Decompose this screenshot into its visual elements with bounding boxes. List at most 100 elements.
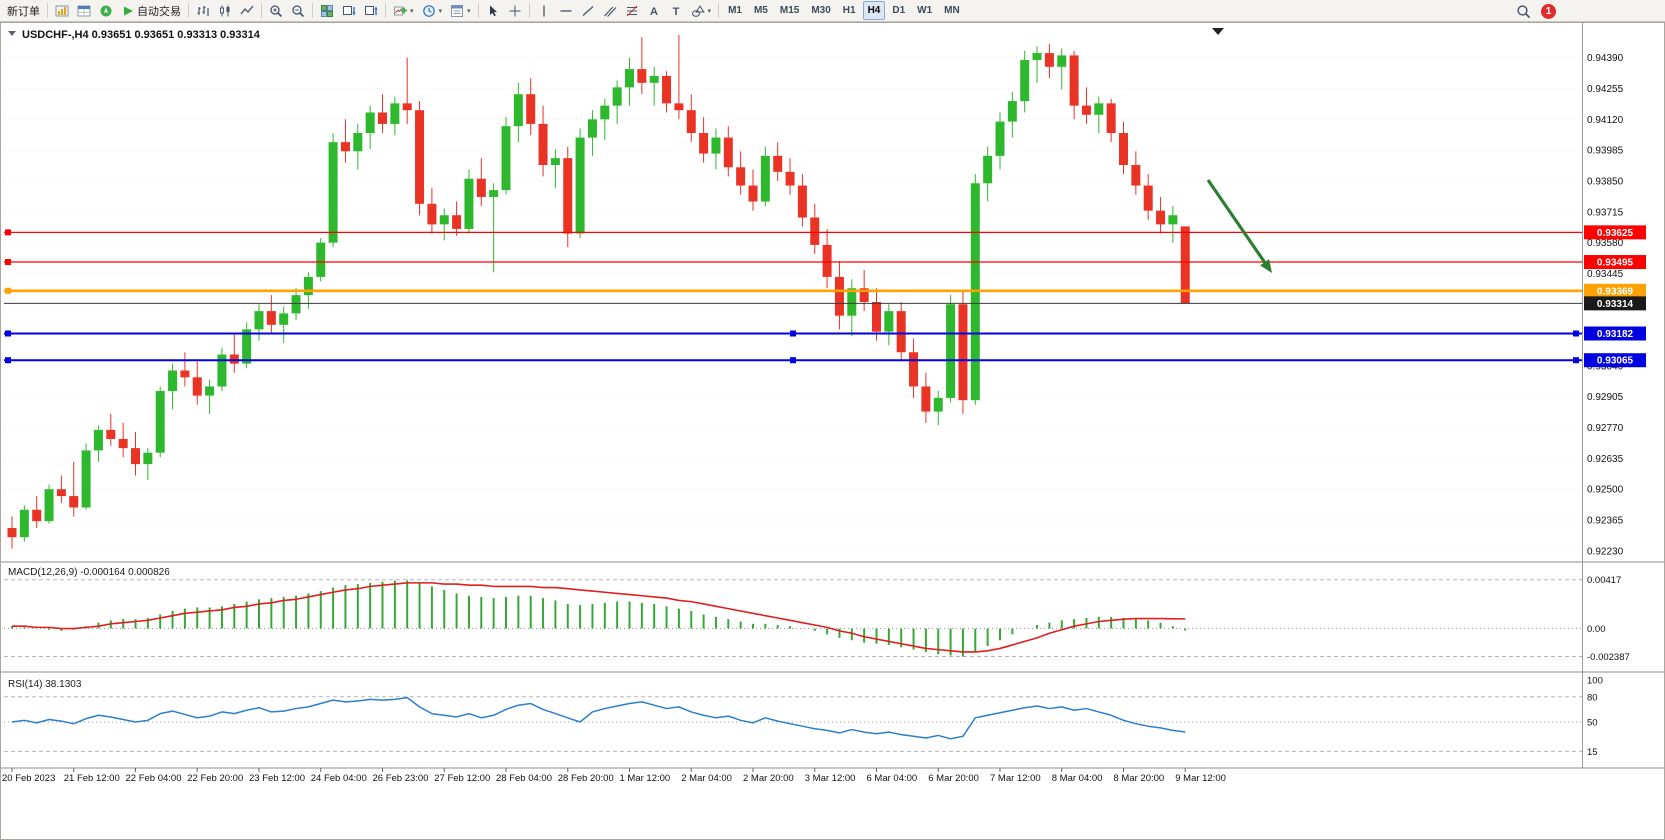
zoom-in-button[interactable] bbox=[265, 0, 287, 22]
trendline-button[interactable] bbox=[577, 0, 599, 22]
timeframe-m5[interactable]: M5 bbox=[753, 5, 768, 16]
line-chart-button[interactable] bbox=[236, 0, 258, 22]
shapes-button[interactable]: ▾ bbox=[687, 0, 716, 22]
chart-canvas[interactable]: 0.94390 0.94255 0.94120 0.93985 0.93850 0.937… bbox=[0, 22, 1665, 840]
arrow-annotation[interactable] bbox=[1206, 179, 1272, 273]
time-tick-label: 21 Feb 12:00 bbox=[64, 773, 120, 784]
tile-windows-icon bbox=[320, 4, 334, 18]
channel-button[interactable] bbox=[599, 0, 621, 22]
hline-0.93495[interactable]: 0.93495 bbox=[4, 255, 1646, 270]
label-button[interactable]: T bbox=[665, 0, 687, 22]
line-handle[interactable] bbox=[1573, 330, 1579, 337]
line-handle[interactable] bbox=[790, 357, 796, 364]
templates-button[interactable]: ▾ bbox=[446, 0, 475, 22]
rsi-panel: 100 80 50 15 RSI(14) 38.1303 bbox=[4, 676, 1603, 758]
crosshair-button[interactable] bbox=[504, 0, 526, 22]
toolbar-separator bbox=[477, 3, 479, 18]
timeframe-w1[interactable]: W1 bbox=[917, 5, 933, 16]
chart-expand-icon[interactable] bbox=[8, 31, 16, 36]
price-tick-label: 0.93850 bbox=[1587, 176, 1624, 187]
new-order-button-label: 新订单 bbox=[7, 5, 40, 18]
macd-title: MACD(12,26,9) -0.000164 0.000826 bbox=[8, 567, 170, 578]
timeframe-m30[interactable]: M30 bbox=[811, 5, 831, 16]
bar-chart-button[interactable] bbox=[192, 0, 214, 22]
shapes-icon bbox=[691, 4, 705, 18]
macd-panel: 0.00417 0.00 -0.002387 MACD(12,26,9) -0.000… bbox=[4, 567, 1630, 663]
navigator-button[interactable] bbox=[95, 0, 117, 22]
tile-windows-button[interactable] bbox=[316, 0, 338, 22]
new-order-button[interactable]: 新订单 bbox=[3, 0, 44, 22]
auto-trading-button-label: 自动交易 bbox=[137, 5, 181, 18]
line-handle[interactable] bbox=[5, 330, 11, 337]
candlestick-icon bbox=[218, 4, 232, 18]
templates-icon bbox=[450, 4, 464, 18]
time-tick-label: 23 Feb 12:00 bbox=[249, 773, 305, 784]
cursor-button[interactable] bbox=[482, 0, 504, 22]
line-handle[interactable] bbox=[1573, 357, 1579, 364]
macd-axis-label: -0.002387 bbox=[1587, 652, 1630, 663]
cursor-icon bbox=[486, 4, 500, 18]
rsi-title: RSI(14) 38.1303 bbox=[8, 679, 82, 690]
zoom-out-icon bbox=[291, 4, 305, 18]
timeframe-m15[interactable]: M15 bbox=[779, 5, 800, 16]
time-axis[interactable]: 20 Feb 2023 21 Feb 12:00 22 Feb 04:00 22 Fe… bbox=[2, 768, 1226, 784]
price-tick-label: 0.92770 bbox=[1587, 423, 1624, 434]
price-tick-label: 0.93445 bbox=[1587, 269, 1624, 280]
add-indicator-button[interactable]: ▾ bbox=[389, 0, 418, 22]
vertical-line-icon bbox=[537, 4, 551, 18]
hline-0.93369[interactable]: 0.93369 bbox=[4, 283, 1646, 298]
time-tick-label: 22 Feb 20:00 bbox=[187, 773, 243, 784]
line-handle[interactable] bbox=[5, 287, 11, 294]
toolbar-separator bbox=[528, 3, 530, 18]
timeframe-h1[interactable]: H1 bbox=[842, 5, 856, 16]
navigator-icon bbox=[99, 4, 113, 18]
hline-price-label: 0.93625 bbox=[1597, 228, 1634, 239]
auto-trading-button[interactable]: 自动交易 bbox=[117, 0, 185, 22]
charts-button[interactable] bbox=[51, 0, 73, 22]
timeframe-mn[interactable]: MN bbox=[944, 5, 960, 16]
rsi-axis-label: 50 bbox=[1587, 718, 1598, 729]
chart-plot-area[interactable] bbox=[4, 23, 1582, 768]
text-button[interactable]: A bbox=[643, 0, 665, 22]
toolbar-separator bbox=[188, 3, 189, 18]
price-tick-label: 0.92365 bbox=[1587, 516, 1624, 527]
market-watch-button[interactable] bbox=[73, 0, 95, 22]
periods-button[interactable]: ▾ bbox=[418, 0, 447, 22]
hline-price-label: 0.93065 bbox=[1597, 356, 1634, 367]
horizontal-line-button[interactable] bbox=[555, 0, 577, 22]
notification-badge[interactable]: 1 bbox=[1541, 3, 1556, 19]
arrange-down-button[interactable] bbox=[338, 0, 360, 22]
arrange-down-icon bbox=[342, 4, 356, 18]
bar-chart-icon bbox=[196, 4, 210, 18]
timeframe-d1[interactable]: D1 bbox=[892, 5, 906, 16]
timeframe-m1[interactable]: M1 bbox=[728, 5, 742, 16]
zoom-out-button[interactable] bbox=[287, 0, 309, 22]
time-tick-label: 24 Feb 04:00 bbox=[311, 773, 367, 784]
time-tick-label: 2 Mar 20:00 bbox=[743, 773, 794, 784]
hline-price-label: 0.93182 bbox=[1597, 329, 1634, 340]
line-handle[interactable] bbox=[5, 259, 11, 266]
price-tick-label: 0.94390 bbox=[1587, 53, 1624, 64]
candlestick-button[interactable] bbox=[214, 0, 236, 22]
hline-0.93065[interactable]: 0.93065 bbox=[4, 353, 1646, 368]
hline-0.93625[interactable]: 0.93625 bbox=[4, 225, 1646, 240]
charts-icon bbox=[55, 4, 69, 18]
line-handle[interactable] bbox=[5, 357, 11, 364]
timeframe-h4[interactable]: H4 bbox=[862, 1, 886, 20]
autotrade-play-icon bbox=[121, 4, 135, 18]
time-tick-label: 7 Mar 12:00 bbox=[990, 773, 1041, 784]
line-handle[interactable] bbox=[790, 330, 796, 337]
fibonacci-button[interactable] bbox=[621, 0, 643, 22]
arrange-up-button[interactable] bbox=[360, 0, 382, 22]
search-button[interactable] bbox=[1512, 0, 1535, 22]
time-tick-label: 27 Feb 12:00 bbox=[434, 773, 490, 784]
time-tick-label: 20 Feb 2023 bbox=[2, 773, 55, 784]
price-tick-label: 0.92635 bbox=[1587, 454, 1624, 465]
svg-text:A: A bbox=[650, 6, 658, 18]
chart-shift-marker[interactable] bbox=[1212, 28, 1224, 35]
hline-0.93182[interactable]: 0.93182 bbox=[4, 326, 1646, 341]
line-handle[interactable] bbox=[5, 229, 11, 236]
rsi-axis-label: 80 bbox=[1587, 692, 1598, 703]
vertical-line-button[interactable] bbox=[533, 0, 555, 22]
time-tick-label: 3 Mar 12:00 bbox=[805, 773, 856, 784]
